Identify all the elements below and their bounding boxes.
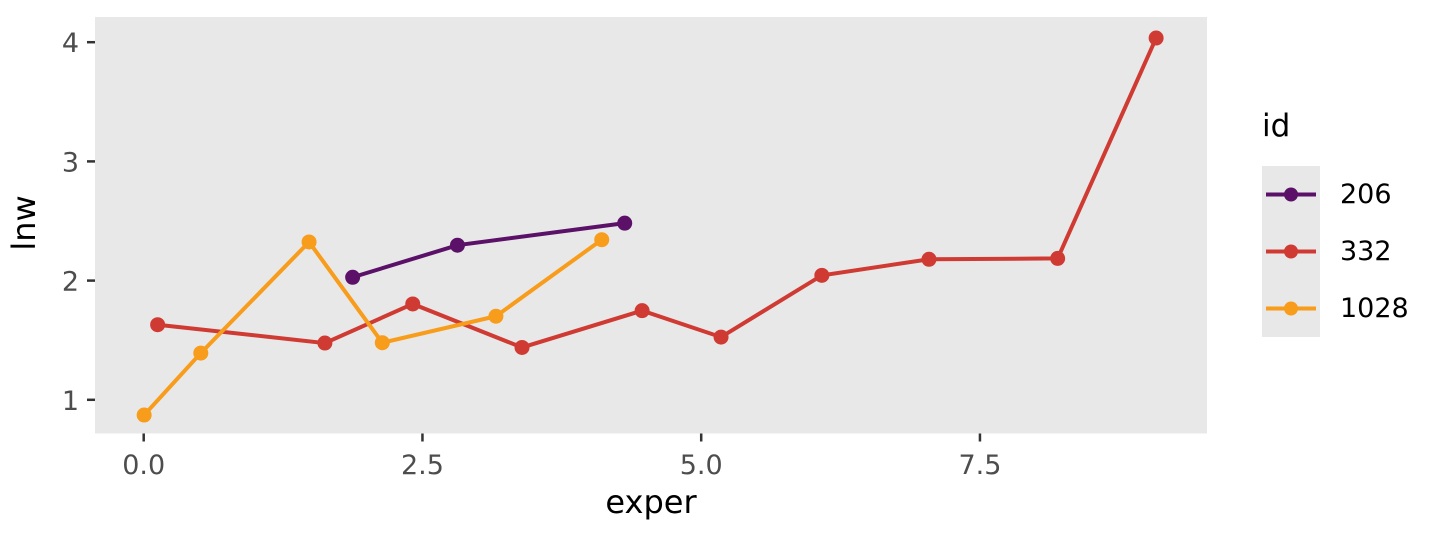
data-point-332 [405,296,421,312]
data-point-206 [449,237,465,253]
y-tick-label: 1 [62,386,79,417]
x-tick-label: 0.0 [122,450,165,481]
data-point-332 [634,303,650,319]
legend-entry-332: 332 [1262,223,1409,280]
legend-title: id [1262,108,1291,144]
data-point-1028 [594,232,610,248]
data-point-1028 [136,407,152,423]
legend-key-206 [1262,166,1320,223]
y-tick-label: 3 [62,147,79,178]
data-point-332 [317,335,333,351]
legend-entry-1028: 1028 [1262,280,1409,337]
legend-entries: 206 332 1028 [1262,166,1409,337]
legend-label-332: 332 [1340,236,1392,267]
data-point-206 [345,269,361,285]
legend-key-332 [1262,223,1320,280]
legend-key-point [1284,301,1298,316]
data-point-1028 [374,335,390,351]
legend: id 206 332 1028 [1262,108,1409,337]
panel-background [95,17,1207,434]
data-point-1028 [488,308,504,324]
data-point-332 [150,317,166,333]
data-point-332 [1148,30,1164,46]
x-tick-label: 5.0 [680,450,723,481]
data-point-206 [617,215,633,231]
x-axis-title: exper [605,483,697,521]
data-point-1028 [193,345,209,361]
series-line-1028 [142,238,603,417]
legend-key-point [1284,187,1298,202]
data-point-332 [921,251,937,267]
legend-key-point [1284,244,1298,259]
legend-label-1028: 1028 [1340,293,1409,324]
x-tick-label: 2.5 [401,450,444,481]
y-tick-label: 4 [62,28,79,59]
data-point-332 [1050,250,1066,266]
y-axis-title: lnw [5,195,43,251]
x-tick-label: 7.5 [958,450,1001,481]
y-tick-label: 2 [62,267,79,298]
data-point-332 [814,267,830,283]
legend-entry-206: 206 [1262,166,1409,223]
data-point-332 [713,329,729,345]
legend-key-1028 [1262,280,1320,337]
data-point-332 [514,339,530,355]
data-point-1028 [301,234,317,250]
legend-label-206: 206 [1340,179,1392,210]
